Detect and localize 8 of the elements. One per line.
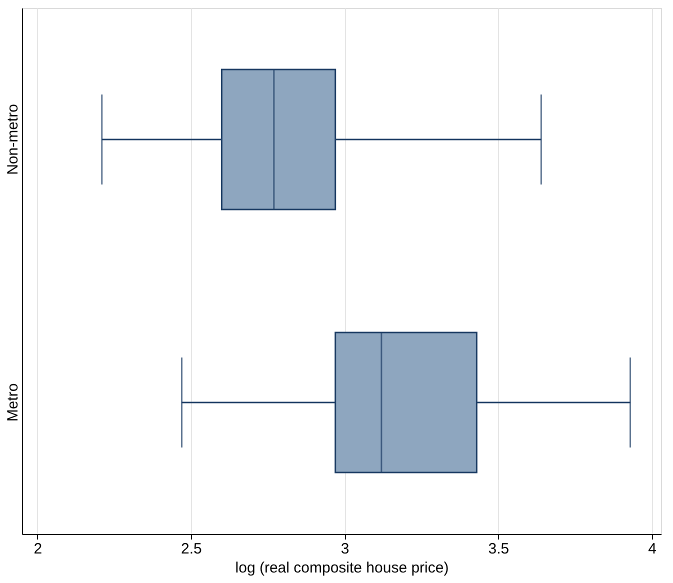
x-axis-title: log (real composite house price)	[235, 560, 449, 576]
y-tick-label: Non-metro	[4, 104, 22, 175]
y-tick-label: Metro	[4, 383, 22, 422]
x-tick-label: 3.5	[488, 540, 510, 558]
x-tick-label: 2	[34, 540, 42, 558]
x-tick-label: 3	[340, 540, 350, 558]
x-tick-label: 2.5	[181, 540, 202, 558]
x-tick-label: 4	[648, 540, 656, 558]
